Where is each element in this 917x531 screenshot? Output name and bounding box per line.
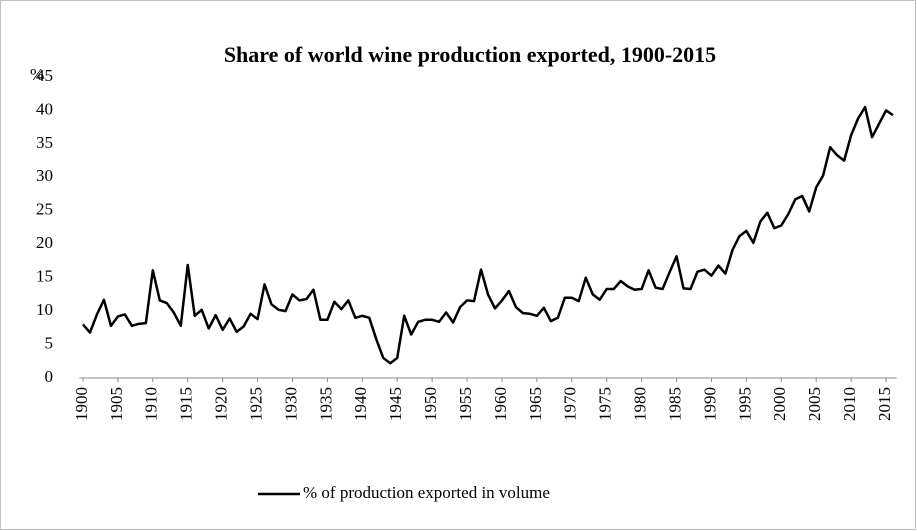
x-tick-label: 1945 [386, 387, 405, 421]
x-tick-label: 1960 [491, 387, 510, 421]
x-tick-label: 2005 [805, 387, 824, 421]
y-tick-label: 30 [36, 166, 53, 185]
y-tick-label: 0 [45, 367, 54, 386]
x-tick-label: 1930 [281, 387, 300, 421]
x-tick-label: 1975 [596, 387, 615, 421]
y-tick-label: 35 [36, 133, 53, 152]
x-tick-label: 2010 [840, 387, 859, 421]
chart-title: Share of world wine production exported,… [224, 42, 716, 67]
x-tick-label: 1900 [72, 387, 91, 421]
y-tick-label: 15 [36, 267, 53, 286]
y-tick-label: 45 [36, 66, 53, 85]
x-tick-label: 1990 [700, 387, 719, 421]
x-tick-label: 1950 [421, 387, 440, 421]
x-tick-label: 1985 [665, 387, 684, 421]
x-tick-label: 1925 [246, 387, 265, 421]
x-tick-label: 2015 [875, 387, 894, 421]
x-tick-label: 1910 [142, 387, 161, 421]
x-tick-label: 1965 [526, 387, 545, 421]
x-tick-label: 1970 [561, 387, 580, 421]
x-tick-label: 1995 [735, 387, 754, 421]
y-tick-label: 10 [36, 300, 53, 319]
data-line [82, 105, 894, 365]
y-axis-label: % [30, 65, 44, 84]
x-tick-label: 2000 [770, 387, 789, 421]
x-tick-label: 1920 [212, 387, 231, 421]
x-tick-label: 1940 [351, 387, 370, 421]
x-tick-label: 1935 [316, 387, 335, 421]
y-tick-label: 25 [36, 200, 53, 219]
legend-label: % of production exported in volume [303, 483, 550, 502]
y-tick-label: 5 [45, 333, 54, 352]
y-tick-label: 20 [36, 233, 53, 252]
x-tick-label: 1905 [107, 387, 126, 421]
y-tick-label: 40 [36, 99, 53, 118]
x-tick-label: 1955 [456, 387, 475, 421]
x-tick-label: 1980 [631, 387, 650, 421]
x-tick-label: 1915 [177, 387, 196, 421]
